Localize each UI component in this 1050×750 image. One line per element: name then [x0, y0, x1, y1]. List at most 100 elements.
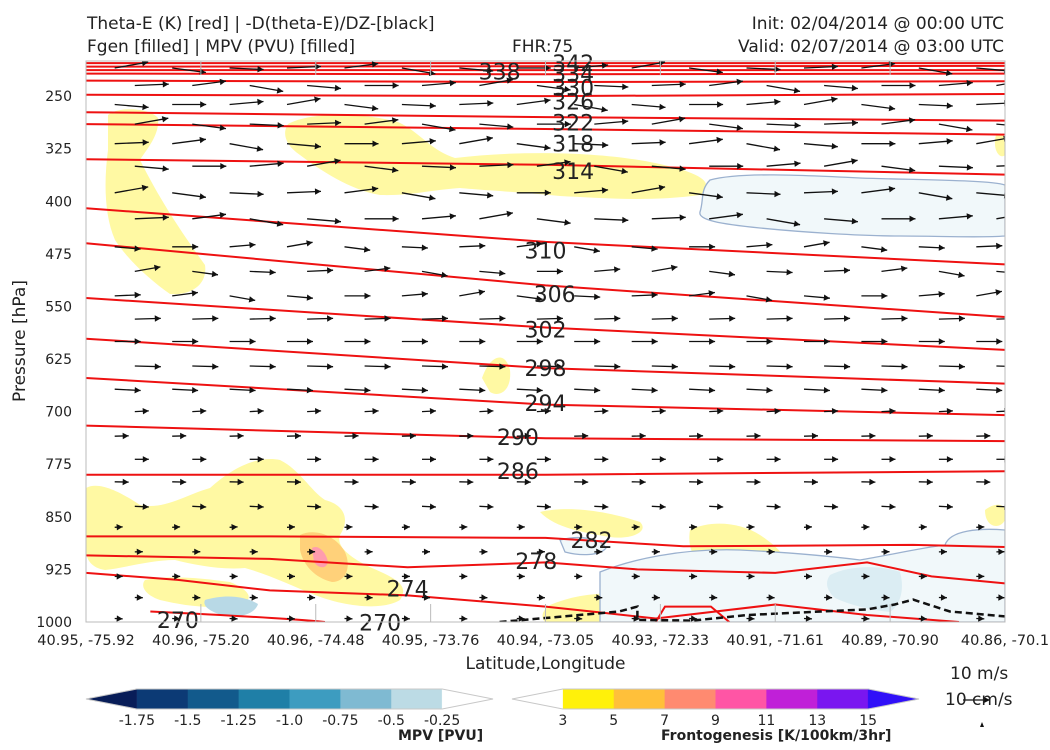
wind-vector-head: [180, 432, 187, 440]
theta-e-contour: [86, 535, 1005, 548]
colorbar-tick: -1.0: [276, 713, 303, 729]
wind-vector-head: [601, 106, 608, 113]
colorbar-segment: [613, 689, 666, 709]
wind-vector-head: [366, 594, 373, 601]
wind-vector-head: [212, 363, 219, 370]
wind-vector-head: [863, 524, 870, 531]
wind-vector-head: [881, 387, 888, 394]
theta-e-contour: [86, 111, 1005, 122]
wind-vector-head: [134, 387, 141, 394]
wind-vector-head: [736, 78, 743, 86]
wind-vector-head: [651, 338, 658, 345]
wind-vector-head: [843, 267, 850, 274]
theta-e-label: 278: [515, 550, 557, 575]
theta-e-label: 270: [359, 612, 401, 637]
wind-vector-head: [938, 291, 945, 298]
wind-vector-head: [430, 456, 436, 463]
x-tick-label: 40.95, -75.92: [37, 633, 134, 649]
y-tick-label: 775: [45, 457, 72, 473]
wind-vector-head: [888, 186, 896, 193]
wind-vector-head: [945, 69, 953, 76]
wind-vector-head: [315, 408, 322, 415]
wind-vector-head: [200, 503, 207, 510]
wind-vector-head: [958, 363, 965, 370]
wind-vector-head: [1024, 162, 1030, 168]
wind-vector-head: [346, 573, 353, 580]
wind-vector-head: [421, 387, 428, 394]
colorbar-segment: [391, 689, 443, 709]
wind-vector-head: [690, 524, 698, 531]
wind-vector-head: [403, 524, 410, 531]
wind-vector-head: [334, 84, 341, 92]
wind-vector-head: [946, 408, 953, 415]
wind-vector-head: [199, 193, 206, 200]
wind-vector-head: [363, 246, 371, 253]
colorbar-segment: [289, 689, 341, 709]
theta-e-contour: [86, 123, 1005, 136]
theta-e-label: 298: [525, 357, 567, 382]
wind-vector-head: [191, 290, 198, 297]
wind-vector-head: [1023, 211, 1030, 217]
wind-vector-head: [717, 408, 724, 415]
vector-key-vertical-arrow: [980, 722, 984, 727]
wind-vector-head: [748, 573, 755, 580]
mpv-region: [559, 537, 607, 556]
colorbar-segment: [136, 689, 189, 709]
wind-vector-head: [831, 503, 839, 510]
wind-vector-shaft: [996, 165, 1005, 167]
wind-vector-head: [926, 478, 933, 486]
wind-vector-head: [479, 242, 486, 250]
y-axis-label: Pressure [hPa]: [10, 280, 30, 402]
wind-vector-head: [831, 188, 838, 195]
y-tick-label: 250: [45, 89, 72, 105]
wind-vector-head: [142, 139, 149, 146]
wind-vector-head: [366, 548, 373, 555]
wind-vector-shaft: [996, 270, 1005, 273]
theta-e-contour: [86, 297, 1005, 351]
colorbar-tick: 5: [609, 713, 618, 729]
colorbar-segment: [511, 688, 564, 710]
theta-e-label: 290: [497, 426, 539, 451]
wind-vector-head: [294, 478, 301, 486]
wind-vector-head: [774, 456, 781, 463]
colorbar-tick: 9: [711, 713, 720, 729]
wind-vector-head: [162, 81, 169, 88]
wind-vector-head: [174, 615, 181, 622]
wind-vector-head: [429, 408, 436, 415]
wind-vector-head: [697, 478, 704, 486]
wind-vector-head: [314, 63, 321, 70]
theta-e-contour: [86, 424, 1005, 443]
wind-vector-head: [978, 615, 985, 622]
wind-vector-head: [938, 244, 945, 251]
wind-vector-head: [940, 548, 947, 555]
y-tick-label: 700: [45, 405, 72, 421]
wind-vector-head: [851, 158, 858, 165]
wind-vector-head: [257, 456, 264, 463]
colorbar-segment: [562, 689, 615, 709]
mpv-region: [699, 174, 1005, 238]
wind-vector-head: [544, 144, 551, 151]
wind-vector-head: [249, 387, 256, 394]
wind-vector-head: [314, 143, 321, 150]
colorbar-segment: [817, 689, 869, 709]
wind-vector-head: [766, 338, 773, 345]
wind-vector-head: [651, 387, 658, 394]
theta-e-contour: [86, 242, 1005, 318]
wind-vector-head: [276, 220, 284, 227]
wind-vector-head: [122, 432, 129, 440]
wind-vector-head: [711, 594, 718, 601]
colorbar-segment: [340, 689, 392, 709]
wind-vector-head: [945, 194, 953, 201]
wind-vector-head: [142, 456, 149, 463]
wind-vector-head: [134, 245, 141, 252]
forecast-hour: FHR:75: [512, 37, 574, 57]
mpv-region: [599, 528, 1005, 622]
colorbar-tick: 13: [808, 713, 826, 729]
wind-vector-head: [768, 594, 775, 601]
wind-vector-head: [269, 315, 276, 322]
wind-vector-head: [888, 105, 896, 112]
wind-vector-head: [257, 408, 264, 415]
wind-vector-head: [294, 432, 301, 440]
wind-vector-head: [199, 136, 206, 144]
wind-vectors: [114, 61, 1030, 622]
